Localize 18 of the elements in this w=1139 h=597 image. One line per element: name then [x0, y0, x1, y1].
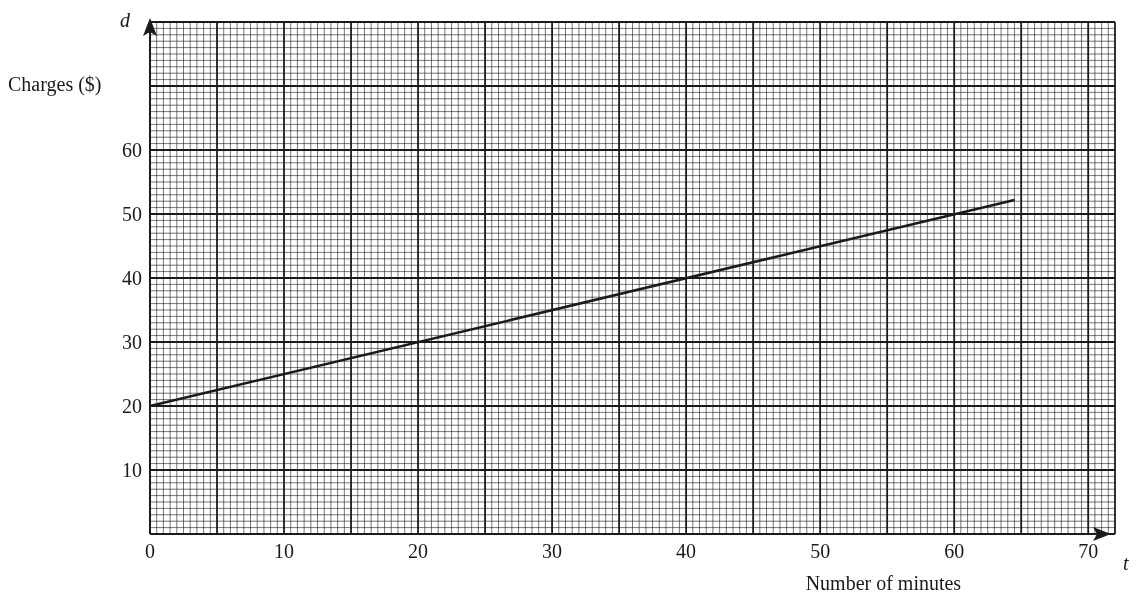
x-tick-label: 30	[542, 540, 563, 562]
x-axis-title: Number of minutes	[805, 572, 962, 594]
x-tick-label: 60	[944, 540, 965, 562]
text: t	[1123, 552, 1129, 574]
x-tick-label: 70	[1078, 540, 1099, 562]
x-tick-label: 40	[676, 540, 697, 562]
text: d	[120, 9, 131, 31]
y-tick-label: 50	[122, 203, 142, 225]
y-axis-title: Charges ($)	[8, 73, 102, 96]
y-tick-label: 40	[122, 267, 142, 289]
y-tick-label: 10	[122, 459, 142, 481]
x-tick-label: 50	[810, 540, 831, 562]
y-tick-label: 20	[122, 395, 142, 417]
x-tick-label: 10	[274, 540, 295, 562]
y-tick-label: 30	[122, 331, 142, 353]
y-tick-label: 60	[122, 139, 142, 161]
x-tick-label: 20	[408, 540, 429, 562]
x-tick-label: 0	[145, 540, 155, 562]
